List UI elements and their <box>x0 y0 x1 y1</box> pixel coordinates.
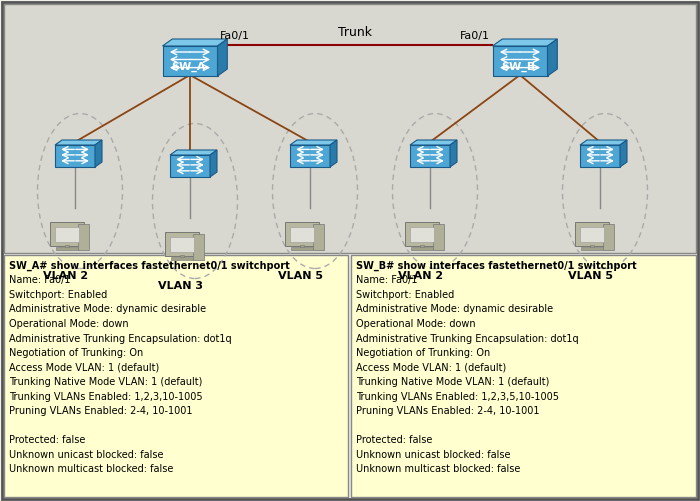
FancyBboxPatch shape <box>575 222 609 246</box>
Polygon shape <box>450 140 457 167</box>
Text: Trunking VLANs Enabled: 1,2,3,5,10-1005: Trunking VLANs Enabled: 1,2,3,5,10-1005 <box>356 391 559 401</box>
FancyBboxPatch shape <box>290 227 314 242</box>
FancyBboxPatch shape <box>180 255 184 258</box>
Polygon shape <box>580 140 627 145</box>
Bar <box>4 4 696 253</box>
FancyBboxPatch shape <box>55 227 79 242</box>
FancyBboxPatch shape <box>580 227 604 242</box>
FancyBboxPatch shape <box>193 234 204 260</box>
Polygon shape <box>95 140 102 167</box>
Text: Administrative Mode: dynamic desirable: Administrative Mode: dynamic desirable <box>356 305 553 315</box>
Text: Protected: false: Protected: false <box>356 435 433 445</box>
Text: Pruning VLANs Enabled: 2-4, 10-1001: Pruning VLANs Enabled: 2-4, 10-1001 <box>9 406 192 416</box>
FancyBboxPatch shape <box>411 247 433 249</box>
Bar <box>4 255 348 497</box>
Text: Unknown multicast blocked: false: Unknown multicast blocked: false <box>9 464 174 474</box>
Polygon shape <box>493 39 557 46</box>
Text: Protected: false: Protected: false <box>9 435 85 445</box>
FancyBboxPatch shape <box>493 46 547 76</box>
Polygon shape <box>620 140 627 167</box>
Text: Fa0/1: Fa0/1 <box>220 31 250 41</box>
FancyBboxPatch shape <box>419 245 424 248</box>
FancyBboxPatch shape <box>78 224 89 250</box>
FancyBboxPatch shape <box>291 247 313 249</box>
Text: Access Mode VLAN: 1 (default): Access Mode VLAN: 1 (default) <box>356 363 506 373</box>
FancyBboxPatch shape <box>603 224 614 250</box>
Polygon shape <box>330 140 337 167</box>
FancyBboxPatch shape <box>171 257 193 260</box>
FancyBboxPatch shape <box>170 237 194 253</box>
Text: VLAN 5: VLAN 5 <box>278 271 323 281</box>
Text: Administrative Mode: dynamic desirable: Administrative Mode: dynamic desirable <box>9 305 206 315</box>
Text: VLAN 5: VLAN 5 <box>568 271 613 281</box>
Polygon shape <box>290 140 337 145</box>
Text: Operational Mode: down: Operational Mode: down <box>9 319 129 329</box>
Text: Name: Fa0/1: Name: Fa0/1 <box>9 276 71 286</box>
Text: Unknown unicast blocked: false: Unknown unicast blocked: false <box>356 449 510 459</box>
FancyBboxPatch shape <box>410 227 434 242</box>
Text: Negotiation of Trunking: On: Negotiation of Trunking: On <box>9 348 143 358</box>
Polygon shape <box>55 140 102 145</box>
Polygon shape <box>547 39 557 76</box>
FancyBboxPatch shape <box>581 247 603 249</box>
FancyBboxPatch shape <box>170 155 210 177</box>
Text: SW_B: SW_B <box>501 62 535 72</box>
Text: Unknown multicast blocked: false: Unknown multicast blocked: false <box>356 464 520 474</box>
Text: Name: Fa0/1: Name: Fa0/1 <box>356 276 417 286</box>
FancyBboxPatch shape <box>56 247 78 249</box>
Polygon shape <box>218 39 228 76</box>
Polygon shape <box>162 39 228 46</box>
Text: Negotiation of Trunking: On: Negotiation of Trunking: On <box>356 348 490 358</box>
Text: Administrative Trunking Encapsulation: dot1q: Administrative Trunking Encapsulation: d… <box>356 334 579 344</box>
Text: Switchport: Enabled: Switchport: Enabled <box>9 290 107 300</box>
FancyBboxPatch shape <box>290 145 330 167</box>
FancyBboxPatch shape <box>162 46 218 76</box>
Text: Trunking VLANs Enabled: 1,2,3,10-1005: Trunking VLANs Enabled: 1,2,3,10-1005 <box>9 391 202 401</box>
Text: Access Mode VLAN: 1 (default): Access Mode VLAN: 1 (default) <box>9 363 160 373</box>
Text: Fa0/1: Fa0/1 <box>460 31 490 41</box>
FancyBboxPatch shape <box>300 245 304 248</box>
Text: Pruning VLANs Enabled: 2-4, 10-1001: Pruning VLANs Enabled: 2-4, 10-1001 <box>356 406 540 416</box>
Text: VLAN 3: VLAN 3 <box>158 281 203 291</box>
Text: SW_A# show interfaces fastethernet0/1 switchport: SW_A# show interfaces fastethernet0/1 sw… <box>9 261 290 271</box>
Text: SW_B# show interfaces fastethernet0/1 switchport: SW_B# show interfaces fastethernet0/1 sw… <box>356 261 636 271</box>
Text: Operational Mode: down: Operational Mode: down <box>356 319 475 329</box>
FancyBboxPatch shape <box>580 145 620 167</box>
Text: Trunking Native Mode VLAN: 1 (default): Trunking Native Mode VLAN: 1 (default) <box>9 377 202 387</box>
FancyBboxPatch shape <box>64 245 69 248</box>
FancyBboxPatch shape <box>433 224 444 250</box>
Text: Trunk: Trunk <box>338 26 372 39</box>
Polygon shape <box>210 150 217 177</box>
Text: SW_A: SW_A <box>171 62 205 72</box>
Text: Trunking Native Mode VLAN: 1 (default): Trunking Native Mode VLAN: 1 (default) <box>356 377 550 387</box>
Polygon shape <box>410 140 457 145</box>
Text: Switchport: Enabled: Switchport: Enabled <box>356 290 454 300</box>
FancyBboxPatch shape <box>55 145 95 167</box>
Text: Unknown unicast blocked: false: Unknown unicast blocked: false <box>9 449 164 459</box>
FancyBboxPatch shape <box>165 232 199 256</box>
FancyBboxPatch shape <box>285 222 319 246</box>
Text: VLAN 2: VLAN 2 <box>43 271 88 281</box>
FancyBboxPatch shape <box>405 222 439 246</box>
Polygon shape <box>170 150 217 155</box>
FancyBboxPatch shape <box>50 222 84 246</box>
FancyBboxPatch shape <box>410 145 450 167</box>
Bar <box>351 255 696 497</box>
Text: VLAN 2: VLAN 2 <box>398 271 443 281</box>
FancyBboxPatch shape <box>313 224 324 250</box>
FancyBboxPatch shape <box>589 245 594 248</box>
Text: Administrative Trunking Encapsulation: dot1q: Administrative Trunking Encapsulation: d… <box>9 334 232 344</box>
